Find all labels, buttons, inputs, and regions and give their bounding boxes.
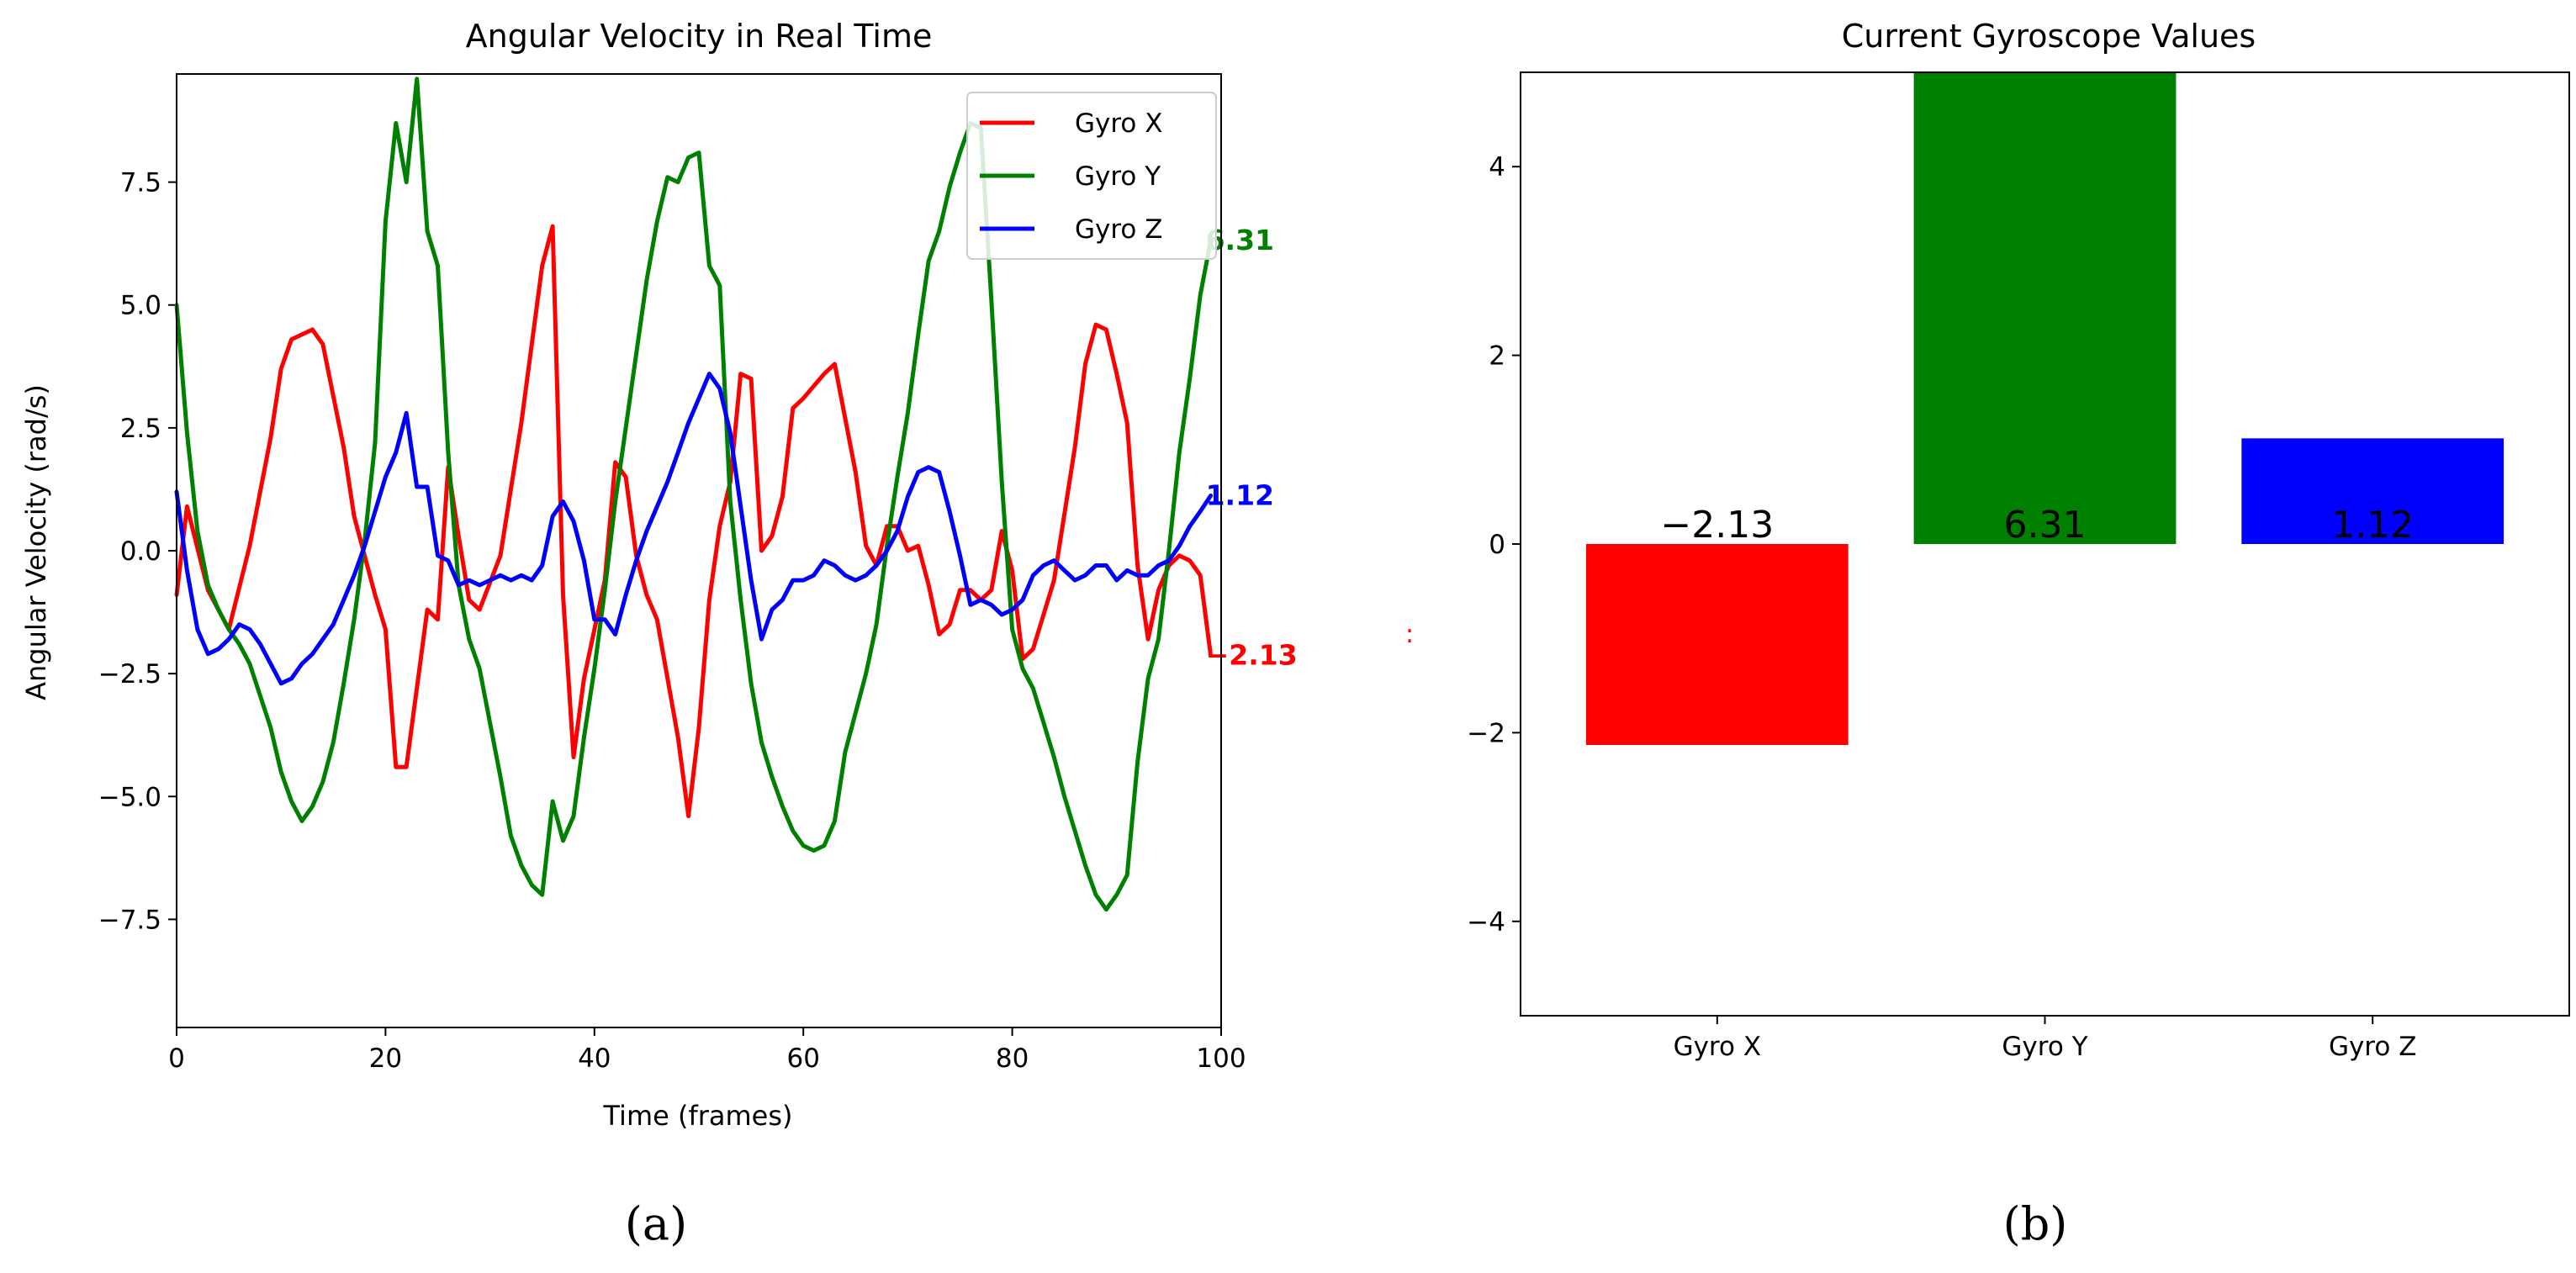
bar-chart-x-axis: Gyro X Gyro Y Gyro Z [1674,1016,2417,1062]
y-tick-label: 2.5 [120,414,161,444]
y-tick-label: 7.5 [120,168,161,198]
x-tick-label: 0 [168,1043,185,1074]
bar-gyro-z [2241,438,2505,544]
line-chart-xlabel: Time (frames) [602,1100,792,1132]
bar-gyro-y [1913,72,2177,544]
legend-label-gyro-y: Gyro Y [1075,161,1161,192]
end-value-label-gyro-x: −2.13 [1206,639,1298,672]
y-tick-label: −4 [1467,907,1505,938]
end-value-label-gyro-y: 6.31 [1206,224,1274,256]
bar-value-label-gyro-x: −2.13 [1660,504,1774,547]
bar-chart-title: Current Gyroscope Values [1842,18,2256,55]
bar-gyro-x [1585,544,1849,745]
x-tick-label: 20 [369,1043,402,1074]
bar-chart-bars: −2.13 6.31 1.12 [1585,72,2505,745]
bar-value-label-gyro-z: 1.12 [2331,504,2414,547]
line-chart-title: Angular Velocity in Real Time [466,18,933,55]
x-tick-label: 40 [578,1043,611,1074]
x-tick-label-gyro-y: Gyro Y [2002,1032,2087,1062]
line-chart-panel: Angular Velocity in Real Time Angular Ve… [20,18,1298,1250]
y-tick-label: −5.0 [98,782,161,812]
series-line-gyro-x [174,224,1214,819]
x-tick-label-gyro-z: Gyro Z [2329,1032,2417,1062]
y-tick-label: −2 [1467,718,1505,748]
bar-value-label-gyro-y: 6.31 [2004,504,2087,547]
line-chart-x-axis: 0 20 40 60 80 100 [168,1027,1246,1074]
x-tick-label-gyro-x: Gyro X [1674,1032,1762,1062]
y-tick-label: 5.0 [120,291,161,321]
y-tick-label: 0.0 [120,536,161,567]
bar-chart-panel: Current Gyroscope Values −4 −2 0 2 4 −2.13 6.… [1467,18,2570,1250]
legend-frame [966,92,1217,260]
legend-label-gyro-z: Gyro Z [1075,214,1163,245]
bar-chart-y-axis: −4 −2 0 2 4 [1467,152,1521,938]
end-value-label-gyro-z: 1.12 [1206,479,1274,512]
y-tick-label: 4 [1489,152,1505,182]
x-tick-label: 60 [786,1043,819,1074]
line-chart-plot-frame [176,73,1222,1028]
legend-label-gyro-x: Gyro X [1075,108,1163,139]
stray-mark: : [1405,620,1414,649]
x-tick-label: 80 [996,1043,1029,1074]
line-chart-ylabel: Angular Velocity (rad/s) [20,384,52,700]
y-tick-label: 2 [1489,341,1505,372]
x-tick-label: 100 [1196,1043,1246,1074]
y-tick-label: 0 [1489,530,1505,560]
series-line-gyro-z [174,372,1214,686]
line-chart-y-axis: −7.5 −5.0 −2.5 0.0 2.5 5.0 7.5 [98,168,177,935]
line-chart-legend: Gyro X Gyro Y Gyro Z [966,92,1217,260]
y-tick-label: −2.5 [98,659,161,689]
line-chart-series [174,77,1214,912]
y-tick-label: −7.5 [98,905,161,935]
panel-label-b: (b) [2003,1197,2068,1250]
panel-label-a: (a) [625,1197,687,1250]
series-line-gyro-y [174,77,1214,912]
bar-chart-plot-frame [1520,71,2570,1017]
